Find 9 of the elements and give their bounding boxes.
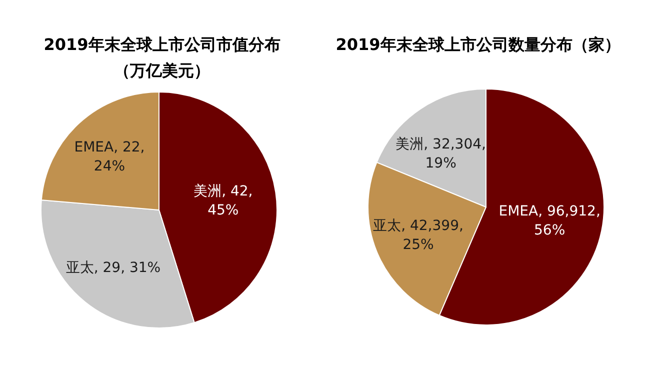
slice-label: EMEA, 96,912, 56% <box>498 204 600 239</box>
slice-label: 亚太, 42,399, 25% <box>373 218 464 254</box>
chart-subtitle: （万亿美元） <box>114 61 210 80</box>
slice-label: 亚太, 29, 31% <box>66 260 161 276</box>
slice-label: 美洲, 42, 45% <box>194 184 253 219</box>
chart-title: 2019年末全球上市公司数量分布（家） <box>336 35 620 54</box>
slice-label: EMEA, 22, 24% <box>74 140 145 175</box>
slice-label: 美洲, 32,304, 19% <box>396 136 486 172</box>
chart-title: 2019年末全球上市公司市值分布 <box>44 35 280 54</box>
